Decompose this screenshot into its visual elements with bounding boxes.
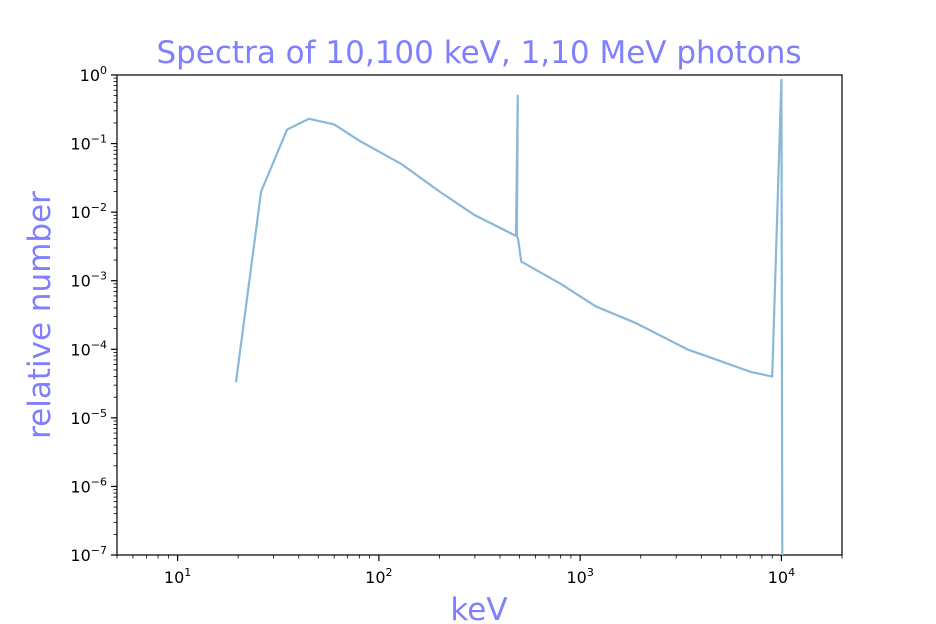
y-tick-label: 10−6 [70, 475, 107, 496]
series-layer [234, 78, 784, 556]
y-tick-label: 100 [80, 64, 107, 85]
x-tick-label: 104 [768, 566, 795, 587]
series-line-0 [234, 78, 784, 556]
y-axis-label: relative number [22, 191, 58, 439]
chart-title: Spectra of 10,100 keV, 1,10 MeV photons [156, 35, 801, 71]
x-tick-label: 101 [164, 566, 191, 587]
plot-area [116, 74, 843, 556]
x-axis-ticks: 101 102 103 104 [116, 555, 843, 587]
x-tick-label: 102 [365, 566, 392, 587]
y-tick-label: 10−2 [70, 201, 107, 222]
y-axis-ticks: 10−7 10−6 10−5 10−4 10−3 10−2 10−1 100 [70, 64, 117, 565]
x-tick-label: 103 [566, 566, 593, 587]
y-tick-label: 10−5 [70, 407, 107, 428]
x-axis-label: keV [450, 592, 507, 624]
plot-frame [116, 74, 843, 556]
y-tick-label: 10−3 [70, 270, 107, 291]
y-tick-label: 10−4 [70, 338, 107, 359]
y-tick-label: 10−1 [70, 133, 107, 154]
y-tick-label: 10−7 [70, 544, 107, 565]
